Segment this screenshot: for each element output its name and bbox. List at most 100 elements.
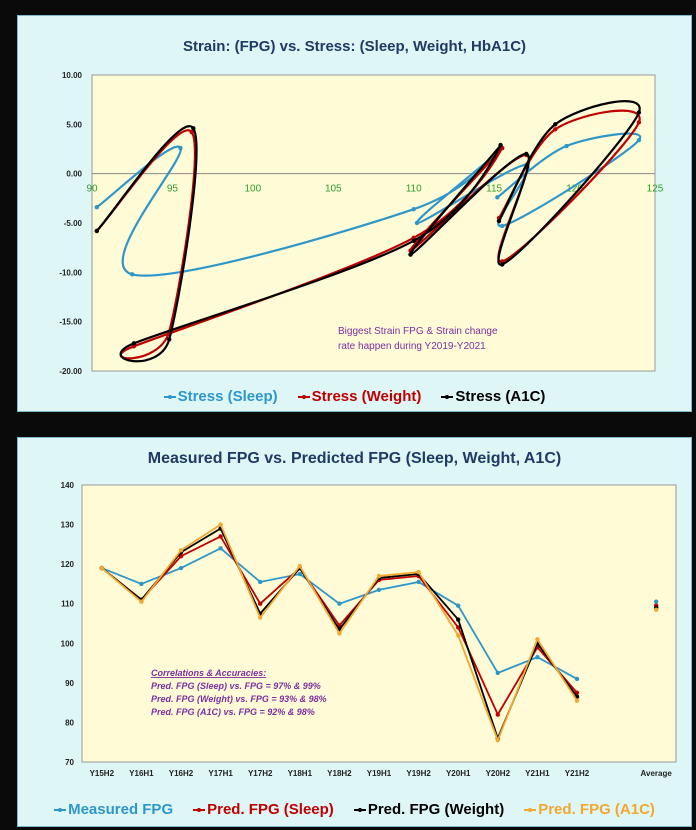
legend-label: Stress (A1C) [455,388,546,405]
data-point [574,698,580,703]
x-tick-label: Y20H2 [486,769,511,778]
legend-swatch [193,807,206,812]
x-tick-label: 110 [406,184,422,195]
x-tick-label: Y21H2 [565,769,590,778]
data-point [131,341,137,346]
data-point [456,617,461,622]
x-tick-label: Y17H1 [208,769,233,778]
legend-item: Pred. FPG (Weight) [353,801,505,818]
x-tick-label: 100 [245,184,262,195]
legend-item: Pred. FPG (Sleep) [193,801,334,818]
data-point [564,143,569,149]
x-tick-label: Y18H1 [288,769,313,778]
series-line [95,100,641,363]
data-point [337,601,342,606]
data-point [178,145,183,151]
data-point [258,601,263,606]
data-point [456,603,461,608]
annotation-text: Pred. FPG (Sleep) vs. FPG = 97% & 99% [151,681,321,691]
legend-item: Measured FPG [54,801,173,818]
data-point [495,712,500,717]
data-point [218,546,223,551]
y-tick-label: 110 [61,600,74,609]
plot-area [81,484,677,763]
y-tick-label: 140 [61,481,75,490]
y-tick-label: 0.00 [66,170,82,179]
y-tick-label: -10.00 [59,268,82,277]
x-tick-label: Y18H2 [327,769,352,778]
data-point [416,569,421,575]
data-point [411,206,416,212]
data-point [499,223,505,229]
y-tick-label: 100 [61,639,75,648]
data-point [94,228,100,234]
x-tick-label: Y19H1 [367,769,392,778]
data-point [376,573,382,579]
legend-swatch [54,807,67,812]
data-point [408,252,413,257]
chart2-title: Measured FPG vs. Predicted FPG (Sleep, W… [147,450,562,467]
annotation-text: Pred. FPG (Weight) vs. FPG = 93% & 98% [151,694,327,704]
x-tick-label: Average [641,769,673,778]
y-tick-label: -20.00 [59,367,82,376]
data-point [139,581,144,587]
legend-item: Pred. FPG (A1C) [524,801,655,818]
data-point [130,272,135,277]
data-point [495,195,500,200]
x-tick-label: Y20H1 [446,769,471,778]
y-tick-label: 120 [61,560,75,569]
legend-label: Stress (Sleep) [177,388,278,405]
data-point [535,637,540,642]
legend-item: Stress (Sleep) [163,388,278,405]
chart1-legend: Stress (Sleep) Stress (Weight) Stress (A1C… [18,388,691,405]
y-tick-label: 80 [65,718,74,727]
data-point [178,554,184,559]
data-point [94,205,100,210]
data-point [218,534,223,539]
x-tick-label: 120 [566,184,583,195]
y-tick-label: -5.00 [64,219,83,228]
data-point [524,151,529,157]
x-tick-label: Y19H2 [406,769,431,778]
legend-swatch [441,394,454,399]
data-point [337,631,342,636]
data-point [636,110,642,115]
data-point [574,676,580,682]
data-point [499,262,505,267]
legend-label: Pred. FPG (A1C) [538,801,655,818]
y-tick-label: 5.00 [66,120,82,129]
data-point [178,548,184,553]
legend-swatch [163,394,176,399]
data-point [416,579,421,585]
x-tick-label: 90 [86,184,98,195]
legend-label: Measured FPG [68,801,174,818]
x-tick-label: Y21H1 [525,769,550,778]
data-point [297,563,302,569]
y-tick-label: -15.00 [59,318,82,327]
data-point [654,607,659,612]
annotation-text: Correlations & Accuracies: [151,668,266,678]
data-point [167,337,172,342]
legend-swatch [297,394,310,399]
y-tick-label: 10.00 [62,71,83,80]
annotation-text: Pred. FPG (A1C) vs. FPG = 92% & 98% [151,707,315,717]
annotation-text: Biggest Strain FPG & Strain change [338,326,498,337]
data-point [654,599,659,604]
fpg-prediction-chart-panel: Measured FPG vs. Predicted FPG (Sleep, W… [17,437,692,827]
data-point [218,522,223,527]
data-point [456,625,461,630]
data-point [139,599,144,604]
legend-label: Pred. FPG (Sleep) [207,801,334,818]
data-point [297,571,302,577]
x-tick-label: Y16H1 [129,769,154,778]
x-tick-label: 115 [486,184,502,195]
data-point [456,633,461,638]
data-point [553,127,558,132]
x-tick-label: 125 [647,184,664,195]
strain-stress-chart-panel: Strain: (FPG) vs. Stress: (Sleep, Weight… [17,15,692,412]
legend-label: Stress (Weight) [311,388,422,405]
legend-label: Pred. FPG (Weight) [367,801,505,818]
y-tick-label: 130 [61,521,75,530]
data-point [376,587,382,593]
data-point [636,120,642,125]
